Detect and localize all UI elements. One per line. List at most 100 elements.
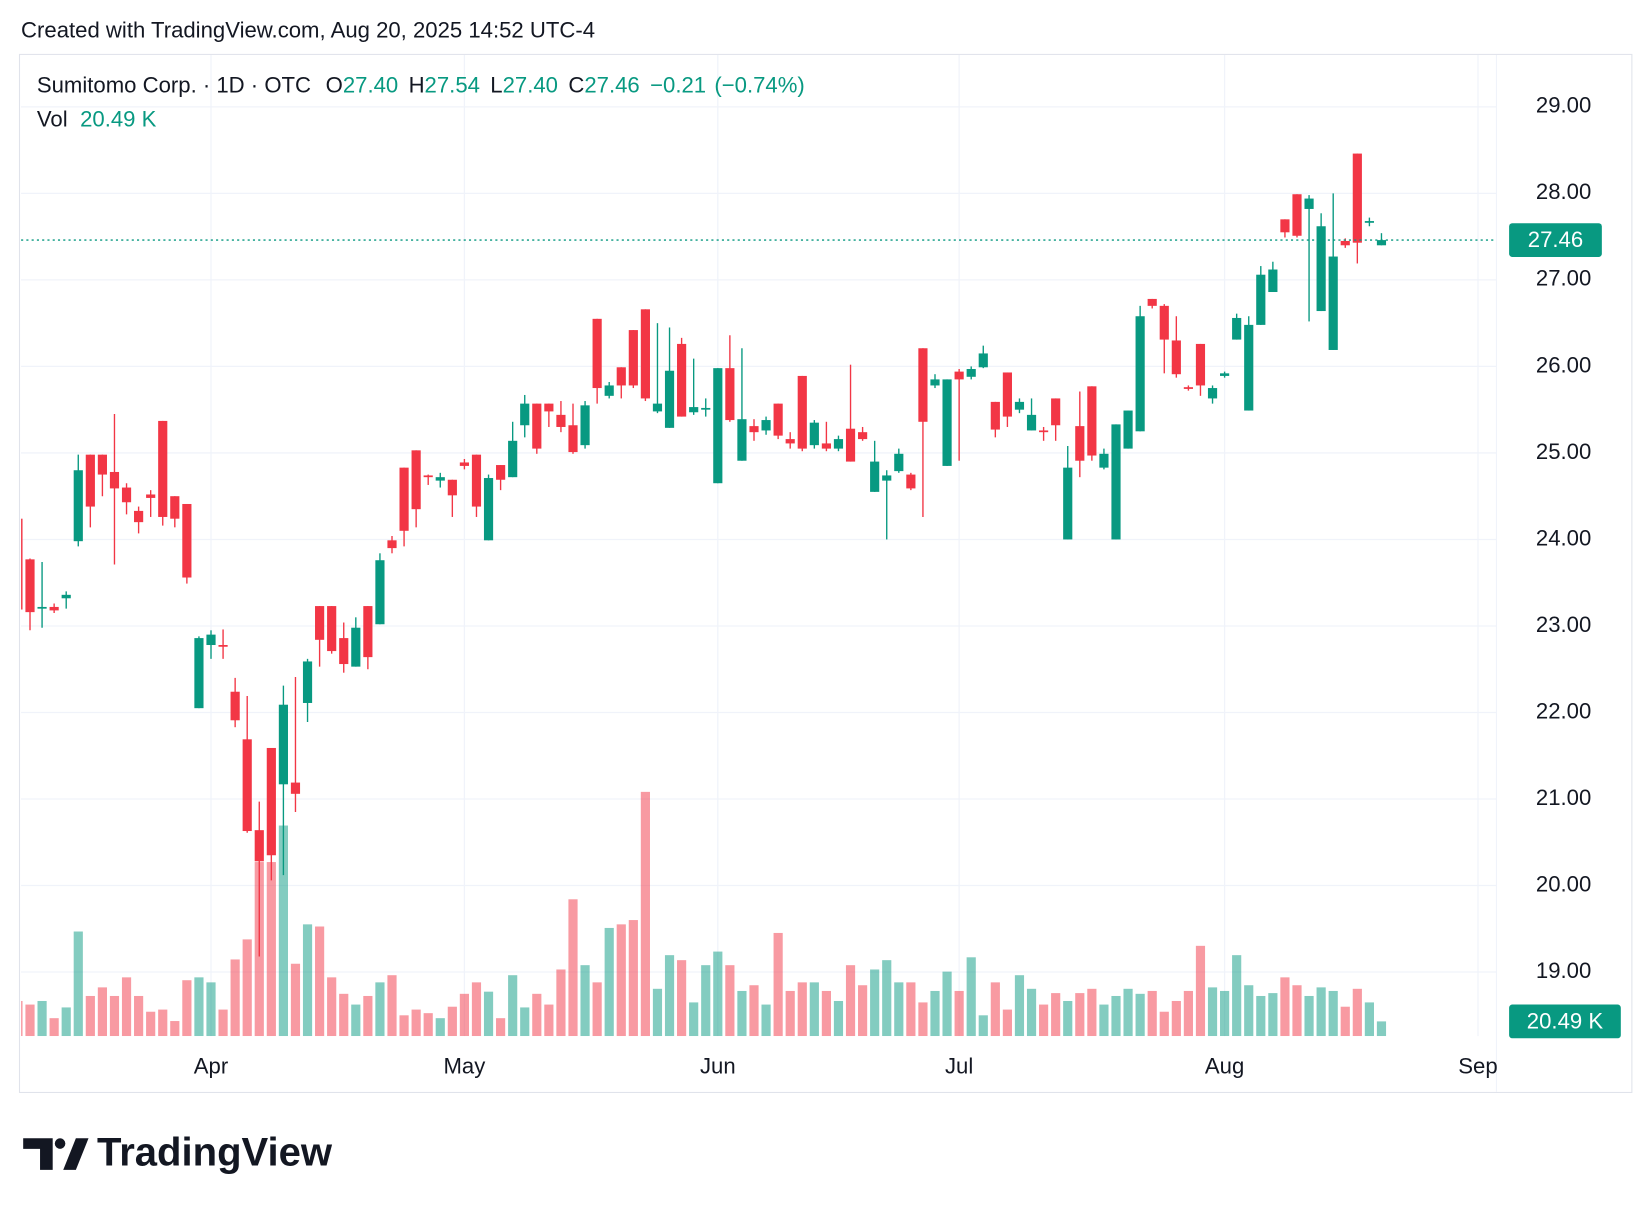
brand-logo: TradingView — [23, 1131, 333, 1175]
candle-body — [809, 422, 819, 446]
candle-body — [483, 478, 494, 541]
candle-body — [1195, 343, 1206, 386]
volume-bar — [1364, 1002, 1374, 1037]
candle-body — [664, 370, 675, 428]
candle-body — [85, 454, 95, 507]
candle-body — [109, 471, 120, 489]
candle-body — [749, 426, 759, 433]
volume-bar — [218, 1009, 228, 1037]
volume-bar — [773, 932, 783, 1037]
volume-bar — [399, 1015, 409, 1037]
volume-bar — [858, 985, 868, 1037]
volume-bar — [1075, 993, 1085, 1037]
volume-bar — [833, 1000, 844, 1037]
candle-body — [906, 474, 916, 489]
volume-bar — [568, 899, 578, 1037]
volume-bar — [1183, 990, 1193, 1037]
candle-body — [520, 403, 530, 426]
candle-body — [1244, 324, 1254, 411]
volume-bar — [737, 990, 747, 1037]
volume-bar — [73, 931, 83, 1037]
volume-bar — [1268, 993, 1278, 1037]
volume-bar — [508, 975, 518, 1037]
candle-body — [1292, 194, 1302, 236]
volume-bar — [1135, 993, 1145, 1037]
legend-change-pct: (−0.74%) — [714, 72, 804, 97]
candle-body — [701, 407, 711, 410]
volume-bar — [363, 995, 373, 1037]
candle-body — [49, 606, 59, 611]
volume-bar — [1171, 1000, 1181, 1037]
volume-bar — [1195, 945, 1206, 1037]
candle-body — [146, 494, 156, 498]
x-tick-label: Sep — [1458, 1054, 1497, 1079]
candle-body — [1039, 430, 1049, 433]
candle-body — [882, 475, 892, 481]
volume-bar — [1316, 987, 1326, 1037]
candle-body — [544, 403, 554, 412]
candle-body — [1147, 298, 1157, 306]
volume-bar — [1304, 995, 1314, 1037]
candle-body — [845, 428, 856, 462]
volume-bar — [459, 993, 469, 1037]
candle-body — [61, 594, 71, 599]
candle-body — [821, 443, 831, 449]
volume-bar — [496, 1018, 506, 1037]
candle-body — [266, 747, 276, 856]
volume-bar — [170, 1021, 180, 1037]
volume-bar — [1244, 985, 1254, 1037]
volume-bar — [85, 995, 95, 1037]
volume-tag — [1509, 1004, 1621, 1039]
candle-body — [121, 487, 132, 503]
legend-volume-name: Vol — [37, 106, 68, 131]
candle-body — [411, 450, 421, 510]
volume-bar — [1207, 987, 1218, 1037]
candle-body — [1099, 453, 1109, 468]
candle-body — [858, 432, 868, 440]
candle-body — [761, 420, 771, 431]
volume-bar — [315, 926, 325, 1037]
candle-body — [459, 462, 469, 466]
candle-body — [1316, 226, 1326, 312]
candle-body — [652, 403, 663, 412]
volume-bar — [447, 1006, 457, 1037]
candle-body — [737, 419, 747, 461]
candle-body — [930, 379, 940, 386]
volume-bar — [677, 960, 687, 1037]
volume-bar — [821, 990, 831, 1037]
volume-bar — [121, 977, 132, 1037]
volume-bar — [471, 982, 482, 1037]
candle-body — [182, 503, 192, 578]
candle-body — [387, 540, 397, 549]
brand-name: TradingView — [97, 1131, 333, 1175]
volume-bar — [520, 1007, 530, 1037]
volume-bar — [1123, 988, 1133, 1037]
x-tick-label: Jun — [700, 1054, 736, 1079]
y-tick-label: 23.00 — [1536, 612, 1591, 637]
x-tick-label: May — [443, 1054, 486, 1079]
volume-bar — [327, 977, 337, 1037]
candle-body — [568, 425, 578, 453]
volume-bar — [616, 924, 626, 1037]
candle-body — [1183, 387, 1193, 389]
volume-bar — [906, 982, 916, 1037]
candle-body — [254, 830, 264, 862]
legend-close: 27.46 — [584, 72, 639, 97]
y-tick-label: 24.00 — [1536, 525, 1591, 550]
volume-bar — [1376, 1021, 1387, 1037]
volume-bar — [411, 1009, 421, 1037]
volume-bar — [1340, 1006, 1350, 1037]
candle-body — [73, 470, 83, 542]
created-note: Created with TradingView.com, Aug 20, 20… — [21, 18, 595, 43]
candle-body — [25, 559, 35, 613]
volume-bar — [49, 1018, 59, 1037]
candle-body — [508, 440, 518, 478]
legend-open: 27.40 — [343, 72, 398, 97]
x-tick-label: Aug — [1205, 1054, 1244, 1079]
volume-bar — [749, 985, 759, 1037]
candle-body — [399, 467, 409, 531]
volume-bar — [278, 825, 288, 1037]
volume-bar — [532, 993, 542, 1037]
volume-bar — [640, 791, 650, 1037]
volume-bar — [134, 995, 144, 1037]
